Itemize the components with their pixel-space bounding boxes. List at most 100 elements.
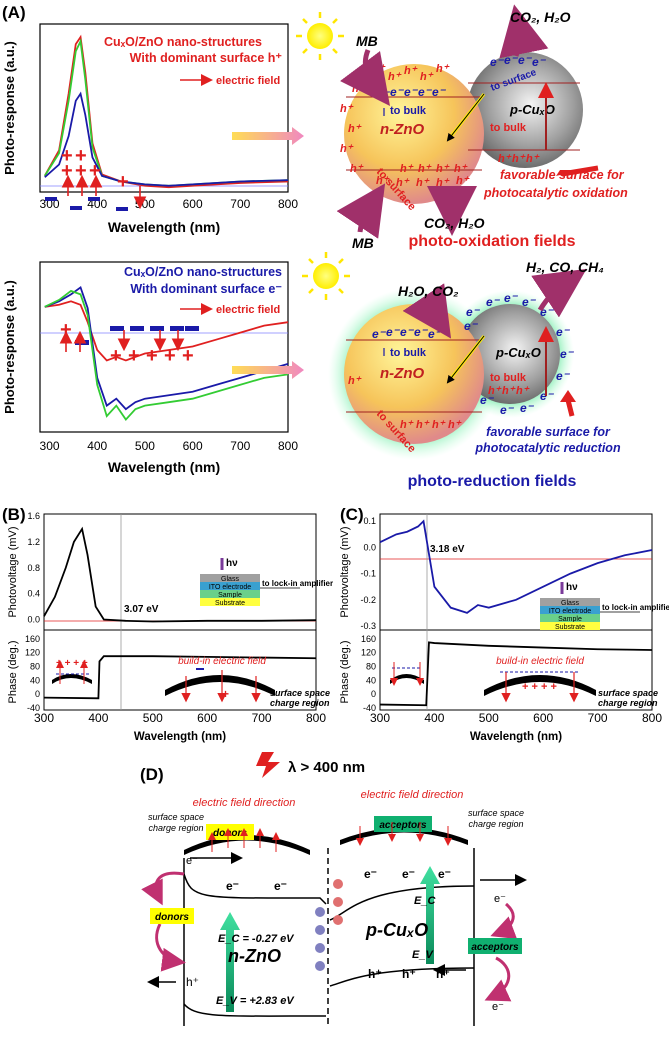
chart-b-ylabel-top: Photovoltage (mV)	[7, 526, 19, 617]
chart-c-top-ytick-2: -0.1	[360, 569, 376, 579]
svg-text:h⁺: h⁺	[402, 967, 416, 981]
svg-text:h⁺: h⁺	[456, 175, 470, 187]
chart-a-top-xlabel: Wavelength (nm)	[108, 219, 220, 235]
acceptors-side-label: acceptors	[471, 942, 519, 953]
space-charge-2: charge region	[270, 698, 330, 708]
chart-b-tick-2: 500	[143, 711, 163, 725]
chart-a-bottom-frame	[39, 261, 289, 433]
interface-charges	[315, 879, 343, 971]
layer-glass-2: Glass	[561, 600, 579, 607]
panel-d-label: (D)	[140, 765, 164, 784]
ec-zno-label: E_C = -0.27 eV	[218, 933, 295, 945]
chart-a-top-tick-5: 800	[278, 197, 298, 211]
svg-text:e⁻: e⁻	[480, 393, 495, 407]
svg-text:h⁺: h⁺	[350, 163, 364, 175]
chart-a-top-series-0	[43, 34, 289, 189]
svg-text:+ + + +: + + + +	[56, 658, 88, 669]
svg-text:e⁻: e⁻	[490, 55, 505, 69]
chart-a-top-tick-2: 500	[135, 197, 155, 211]
chart-a-top-arrows	[61, 174, 147, 210]
chart-a-bottom-series-1	[44, 285, 289, 411]
svg-text:h⁺: h⁺	[352, 83, 366, 95]
svg-text:e⁻: e⁻	[500, 403, 515, 417]
svg-text:h⁺: h⁺	[498, 153, 512, 165]
chart-c-bottom-ytick-2: 40	[366, 675, 376, 685]
chart-b-top-ytick-0: 0.0	[27, 615, 40, 625]
svg-text:h⁺: h⁺	[436, 967, 450, 981]
ev-zno-label: E_V = +2.83 eV	[216, 995, 295, 1007]
svg-text:e⁻: e⁻	[464, 319, 479, 333]
svg-text:h⁺: h⁺	[400, 163, 414, 175]
chart-c-bottom-ytick-3: 80	[366, 662, 376, 672]
device-inset-2: hν Glass ITO electrode Sample Substrate …	[540, 582, 669, 631]
svg-text:e⁻: e⁻	[466, 305, 481, 319]
svg-text:h⁺: h⁺	[340, 103, 354, 115]
chart-a-top: 300 400 500 600 700 800 Photo-response (a.u.)…	[2, 23, 298, 235]
svg-text:e⁻: e⁻	[418, 85, 433, 99]
lightning-icon	[256, 752, 280, 778]
hv-label-2: hν	[566, 582, 578, 593]
svg-text:h⁺: h⁺	[388, 71, 402, 83]
chart-c-tick-0: 300	[370, 711, 390, 725]
layer-ito: ITO electrode	[209, 584, 251, 591]
svg-text:e⁻: e⁻	[560, 347, 575, 361]
chart-b: 300 400 500 600 700 800 0.0 0.4 0.8 1.2 1.6 -40 0 40 8…	[7, 511, 333, 743]
panel-c-label: (C)	[340, 505, 364, 524]
mb-label-2: MB	[352, 235, 374, 251]
svg-text:e⁻: e⁻	[386, 325, 401, 339]
svg-text:+: +	[110, 345, 122, 367]
space-charge-4: charge region	[598, 698, 658, 708]
panel-b-label: (B)	[2, 505, 26, 524]
chart-a-top-plus-signs: + ++ + + +	[61, 145, 129, 193]
svg-text:e⁻: e⁻	[520, 401, 535, 415]
svg-text:e⁻: e⁻	[522, 295, 537, 309]
chart-a-bottom-series	[44, 285, 289, 422]
lockin-label: to lock-in amplifier	[262, 579, 333, 588]
chart-c-top-series-0	[379, 519, 653, 614]
chart-c-top-ytick-1: 0.0	[363, 542, 376, 552]
chart-b-top-ytick-1: 0.4	[27, 589, 40, 599]
svg-text:h⁺: h⁺	[396, 177, 410, 189]
chart-c-edge-label: 3.18 eV	[430, 544, 465, 555]
panel-a-label: (A)	[2, 3, 26, 22]
ev-cu-label: E_V	[412, 949, 434, 961]
chart-b-bottom-ytick-1: 0	[35, 689, 40, 699]
svg-text:h⁺: h⁺	[418, 163, 432, 175]
chart-a-bottom-ylabel: Photo-response (a.u.)	[2, 280, 17, 414]
space-right-1: surface space	[468, 808, 524, 818]
oxidation-schematic: h⁺h⁺ h⁺ h⁺h⁺ h⁺h⁺h⁺h⁺h⁺ h⁺ h⁺ h⁺ h⁺ h⁺ h⁺ h⁺ h⁺ h…	[336, 4, 628, 251]
donors-side-label: donors	[155, 912, 189, 923]
layer-sample: Sample	[218, 592, 242, 599]
chart-c-bottom-ytick-4: 120	[361, 648, 376, 658]
chart-a-top-tick-3: 600	[183, 197, 203, 211]
to-bulk-label-2: to bulk	[490, 122, 527, 134]
svg-text:h⁺: h⁺	[488, 385, 502, 397]
svg-text:+: +	[128, 345, 140, 367]
chart-c-bottom-ytick-0: -40	[363, 703, 376, 713]
chart-a-bottom-field-label: electric field	[216, 304, 280, 316]
space-right-2: charge region	[468, 819, 523, 829]
light-arrow	[232, 361, 304, 379]
svg-text:e⁻: e⁻	[274, 879, 287, 893]
chart-b-top-ytick-2: 0.8	[27, 563, 40, 573]
cuxo-particle-2	[460, 304, 560, 404]
layer-sample-2: Sample	[558, 616, 582, 623]
cuxo-label-2: p-CuₓO	[495, 345, 541, 360]
svg-text:h⁺: h⁺	[436, 163, 450, 175]
chart-c-top-ytick-0: 0.1	[363, 516, 376, 526]
chart-a-bottom-tick-4: 700	[230, 439, 250, 453]
chart-a-bottom-plus-signs: + + + + + +	[60, 319, 194, 367]
space-charge-1: surface space	[270, 688, 330, 698]
chart-c-tick-5: 800	[642, 711, 662, 725]
svg-text:+: +	[75, 160, 87, 182]
chart-b-top-series-0	[43, 526, 317, 623]
svg-text:e⁻: e⁻	[404, 85, 419, 99]
layer-substrate-2: Substrate	[555, 624, 585, 631]
svg-text:e⁻: e⁻	[556, 325, 571, 339]
layer-glass: Glass	[221, 576, 239, 583]
chart-b-top-ytick-3: 1.2	[27, 537, 40, 547]
chart-a-bottom-tick-1: 400	[87, 439, 107, 453]
chart-c-ylabel-bottom: Phase (deg.)	[339, 641, 351, 704]
chart-b-bottom-ytick-3: 80	[30, 662, 40, 672]
